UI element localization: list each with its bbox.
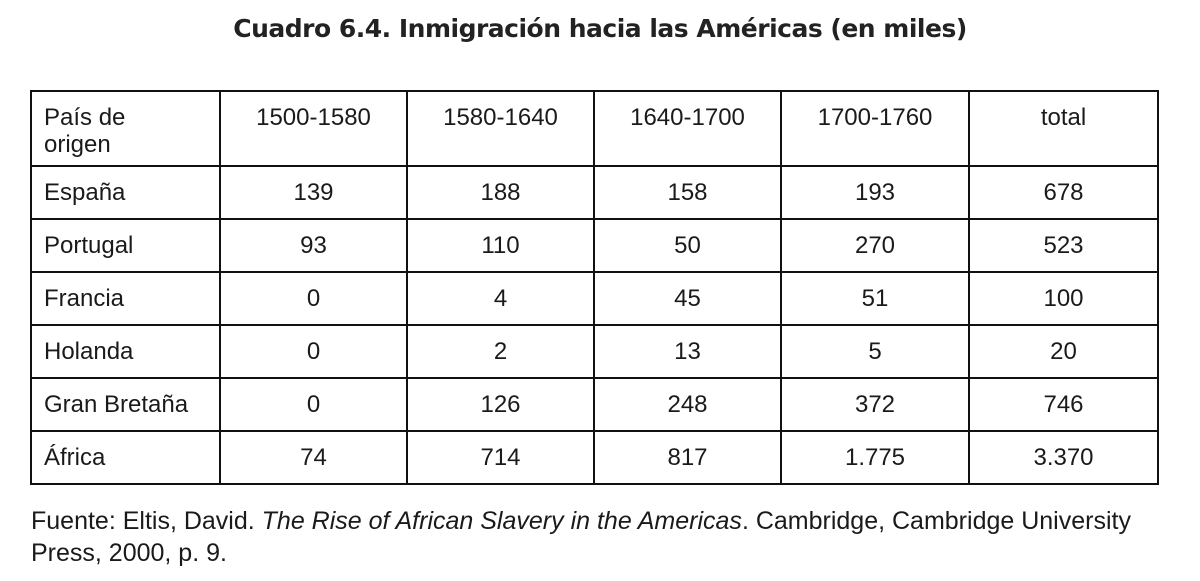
table-cell: 188 (406, 165, 595, 220)
row-total: 20 (968, 324, 1159, 379)
source-citation: Fuente: Eltis, David. The Rise of Africa… (31, 505, 1171, 569)
table-row: Portugal 93 110 50 270 523 (30, 218, 1159, 273)
row-country: Holanda (30, 324, 221, 379)
table-cell: 0 (219, 377, 408, 432)
header-period: 1580-1640 (406, 90, 595, 167)
table-cell: 13 (593, 324, 782, 379)
row-total: 100 (968, 271, 1159, 326)
header-period: 1640-1700 (593, 90, 782, 167)
row-country: Gran Bretaña (30, 377, 221, 432)
table-cell: 158 (593, 165, 782, 220)
table-title: Cuadro 6.4. Inmigración hacia las Améric… (233, 14, 967, 43)
row-total: 678 (968, 165, 1159, 220)
table-cell: 0 (219, 271, 408, 326)
table-cell: 110 (406, 218, 595, 273)
citation-prefix: Fuente: Eltis, David. (31, 507, 262, 535)
table-row: España 139 188 158 193 678 (30, 165, 1159, 220)
table-row: África 74 714 817 1.775 3.370 (30, 430, 1159, 485)
table-cell: 51 (780, 271, 970, 326)
row-total: 523 (968, 218, 1159, 273)
row-country: España (30, 165, 221, 220)
row-total: 3.370 (968, 430, 1159, 485)
table-row: Gran Bretaña 0 126 248 372 746 (30, 377, 1159, 432)
header-total: total (968, 90, 1159, 167)
table-cell: 2 (406, 324, 595, 379)
table-cell: 45 (593, 271, 782, 326)
header-country-line2: origen (44, 131, 111, 158)
immigration-table: País de origen 1500-1580 1580-1640 1640-1… (30, 90, 1159, 485)
row-country: Portugal (30, 218, 221, 273)
table-cell: 248 (593, 377, 782, 432)
table-cell: 0 (219, 324, 408, 379)
table-cell: 817 (593, 430, 782, 485)
table-cell: 4 (406, 271, 595, 326)
row-country: África (30, 430, 221, 485)
table-cell: 193 (780, 165, 970, 220)
header-period: 1500-1580 (219, 90, 408, 167)
row-country: Francia (30, 271, 221, 326)
table-cell: 372 (780, 377, 970, 432)
table-cell: 93 (219, 218, 408, 273)
citation-book-title: The Rise of African Slavery in the Ameri… (261, 507, 742, 535)
table-cell: 126 (406, 377, 595, 432)
table-cell: 1.775 (780, 430, 970, 485)
table-row: Holanda 0 2 13 5 20 (30, 324, 1159, 379)
header-period: 1700-1760 (780, 90, 970, 167)
header-country: País de origen (30, 90, 221, 167)
row-total: 746 (968, 377, 1159, 432)
table-row: Francia 0 4 45 51 100 (30, 271, 1159, 326)
table-cell: 270 (780, 218, 970, 273)
header-country-line1: País de (44, 104, 126, 131)
table-cell: 139 (219, 165, 408, 220)
table-cell: 50 (593, 218, 782, 273)
table-cell: 5 (780, 324, 970, 379)
table-cell: 74 (219, 430, 408, 485)
table-cell: 714 (406, 430, 595, 485)
citation-suffix: . Cambridge, Cambridge University Press,… (31, 507, 1131, 567)
table-header-row: País de origen 1500-1580 1580-1640 1640-1… (30, 90, 1159, 167)
